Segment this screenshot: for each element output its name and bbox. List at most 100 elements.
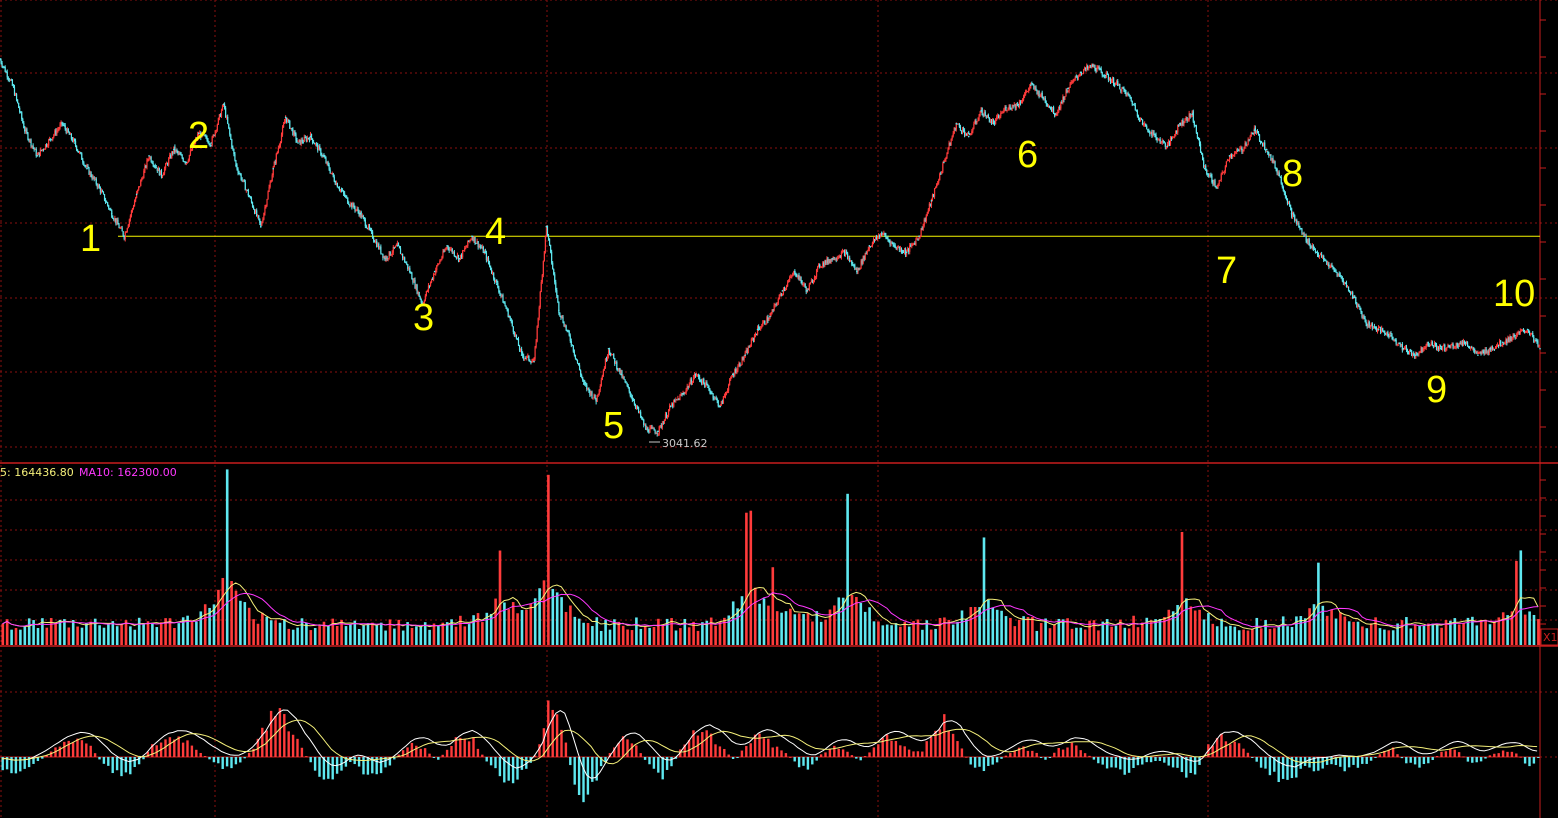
price-candle [60, 121, 62, 125]
price-candle [348, 203, 350, 205]
price-candle [184, 161, 186, 164]
macd-bar [375, 757, 378, 775]
macd-bar [780, 750, 783, 757]
price-candle [534, 347, 536, 359]
price-candle [842, 250, 845, 252]
volume-bar [107, 623, 110, 645]
price-candle [1314, 249, 1317, 252]
price-candle [1403, 348, 1406, 350]
price-point [185, 161, 188, 164]
macd-bar [142, 757, 145, 760]
volume-bar [168, 618, 172, 645]
volume-bar [1457, 624, 1461, 645]
price-candle [1421, 347, 1423, 352]
price-candle [310, 133, 313, 139]
price-candle [903, 249, 906, 253]
volume-bar [907, 626, 911, 645]
price-candle [1121, 87, 1123, 92]
price-candle [649, 427, 651, 433]
volume-bar [494, 598, 497, 645]
price-candle [717, 400, 719, 407]
volume-bar [815, 611, 819, 645]
price-candle [1003, 109, 1005, 113]
price-candle [857, 267, 859, 273]
price-candle [400, 253, 403, 255]
volume-bar [1435, 624, 1439, 645]
price-candle [467, 240, 469, 246]
price-candle [1182, 119, 1184, 125]
price-candle [134, 197, 137, 202]
price-candle [564, 325, 566, 327]
macd-bar [1528, 757, 1531, 767]
price-candle [1164, 142, 1166, 148]
price-candle [1002, 112, 1004, 114]
price-candle [1387, 332, 1389, 337]
volume-bar [745, 512, 748, 645]
price-candle [1277, 172, 1279, 174]
price-point [384, 257, 386, 260]
price-point [558, 309, 560, 311]
price-candle [870, 245, 873, 247]
price-candle [1256, 131, 1259, 133]
macd-bar [811, 757, 814, 765]
volume-bar [1224, 626, 1228, 645]
macd-bar [397, 754, 400, 757]
macd-bar [965, 756, 968, 758]
low-label: 3041.62 [662, 437, 708, 450]
macd-bar [1246, 752, 1250, 757]
price-candle [588, 387, 590, 391]
price-candle [665, 414, 668, 418]
volume-bar [19, 629, 22, 645]
price-candle [1305, 235, 1307, 241]
price-candle [1523, 331, 1526, 333]
macd-bar [1374, 757, 1377, 758]
price-candle [1126, 92, 1128, 96]
macd-bar [221, 757, 224, 769]
price-candle [105, 201, 108, 203]
price-candle [1280, 176, 1282, 184]
price-candle [732, 374, 734, 377]
price-candle [474, 237, 476, 244]
macd-bar [102, 757, 106, 764]
macd-bar [912, 751, 915, 757]
volume-bar [45, 627, 49, 645]
price-candle [751, 338, 754, 340]
price-candle [812, 280, 815, 284]
price-candle [1366, 323, 1368, 327]
price-candle [1282, 186, 1284, 191]
price-candle [901, 251, 904, 253]
price-candle [264, 207, 266, 214]
price-candle [529, 360, 531, 362]
macd-bar [1387, 749, 1390, 757]
volume-bar [1440, 627, 1443, 645]
volume-bar [63, 619, 66, 645]
price-candle [217, 118, 219, 125]
volume-bar [441, 622, 445, 645]
price-candle [785, 286, 788, 288]
price-candle [1488, 349, 1490, 353]
macd-bar [76, 738, 79, 757]
price-candle [874, 237, 877, 241]
volume-bar [159, 622, 163, 645]
volume-bar [1044, 618, 1047, 645]
price-candle [786, 282, 789, 287]
price-candle [1199, 143, 1202, 153]
price-candle [207, 139, 209, 144]
price-candle [753, 335, 756, 341]
volume-bar [780, 612, 783, 645]
price-candle [131, 208, 134, 211]
price-candle [615, 361, 617, 364]
price-candle [1324, 260, 1326, 262]
price-candle [514, 334, 517, 336]
price-candle [524, 358, 526, 360]
macd-bar [793, 757, 796, 762]
price-candle [242, 179, 244, 181]
macd-bar [797, 757, 801, 768]
price-candle [1482, 350, 1484, 352]
price-candle [1041, 92, 1043, 97]
macd-bar [80, 740, 84, 757]
volume-bar [177, 623, 181, 645]
price-candle [1458, 342, 1460, 347]
volume-bar [775, 611, 779, 645]
price-candle [1207, 173, 1209, 175]
